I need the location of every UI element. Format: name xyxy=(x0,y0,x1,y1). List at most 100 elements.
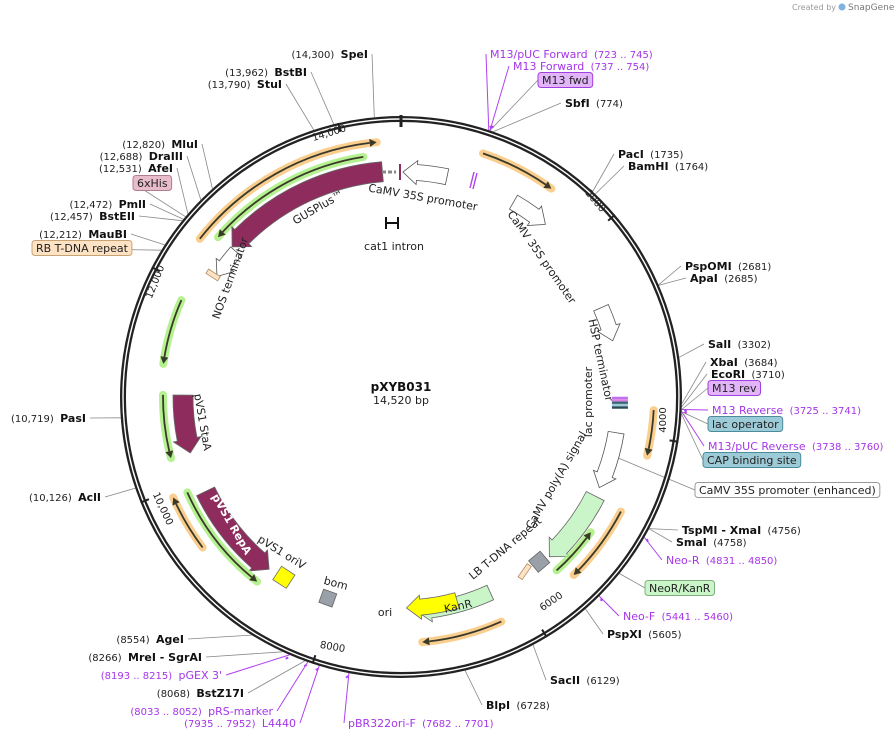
feature-bom[interactable] xyxy=(318,588,338,608)
feature-pvs1-staa[interactable] xyxy=(172,394,202,454)
enzyme-site-mlui[interactable]: (12,820) MluI xyxy=(122,138,198,151)
tick-mark xyxy=(669,439,679,443)
feature-pvs1-repa[interactable] xyxy=(196,486,270,572)
enzyme-site-tspmi-xmai[interactable]: TspMI - XmaI (4756) xyxy=(682,524,801,537)
feature-lac-region[interactable] xyxy=(611,406,628,409)
enzyme-site-draiii[interactable]: (12,688) DraIII xyxy=(100,150,183,163)
site-position: (7682 .. 7701) xyxy=(422,719,494,730)
feature-green-repa[interactable] xyxy=(183,488,262,586)
site-position: (5441 .. 5460) xyxy=(662,612,734,623)
primer-m13-puc-reverse[interactable]: M13/pUC Reverse (3738 .. 3760) xyxy=(708,440,883,453)
feature-orange-neo[interactable] xyxy=(569,507,625,579)
label-box xyxy=(537,72,594,88)
feature-lac-region[interactable] xyxy=(611,399,628,402)
enzyme-site-bamhi[interactable]: BamHI (1764) xyxy=(628,160,708,173)
feature-green-neo[interactable] xyxy=(552,528,595,575)
feature-camv-gray-box[interactable] xyxy=(528,550,551,573)
feature-cat1-intron[interactable] xyxy=(385,217,399,229)
site-position: (8266) xyxy=(88,653,121,664)
feature-box-6xhis[interactable]: 6xHis xyxy=(132,175,173,191)
feature-box-neor-kanr[interactable]: NeoR/KanR xyxy=(644,580,715,596)
enzyme-site-xbai[interactable]: XbaI (3684) xyxy=(710,356,778,369)
feature-lac-region[interactable] xyxy=(611,396,628,400)
feature-box-camv-35s-promoter-enhanced[interactable]: CaMV 35S promoter (enhanced) xyxy=(694,482,881,498)
site-label: (12,688) DraIII xyxy=(100,150,183,163)
feature-nos-terminator[interactable] xyxy=(215,246,242,278)
feature-green-top[interactable] xyxy=(214,152,368,242)
feature-box-rb-t-dna-repeat[interactable]: RB T-DNA repeat xyxy=(31,240,133,256)
tick-mark xyxy=(541,629,548,638)
leader-line xyxy=(681,411,709,425)
feature-label: LB T-DNA repeat xyxy=(467,514,545,583)
enzyme-site-acli[interactable]: (10,126) AclI xyxy=(29,491,101,504)
primer-neo-r[interactable]: Neo-R (4831 .. 4850) xyxy=(666,554,777,567)
enzyme-site-mrei-sgrai[interactable]: (8266) MreI - SgrAI xyxy=(88,651,202,664)
enzyme-site-agei[interactable]: (8554) AgeI xyxy=(116,633,184,646)
feature-green-left-upper[interactable] xyxy=(159,296,186,368)
leader-line xyxy=(130,233,165,246)
enzyme-site-pspomi[interactable]: PspOMI (2681) xyxy=(685,260,771,273)
feature-camv35s-2[interactable] xyxy=(508,194,546,226)
enzyme-site-stui[interactable]: (13,790) StuI xyxy=(208,78,282,91)
feature-lb-tdna-repeat[interactable] xyxy=(517,563,532,581)
primer-pgex-3[interactable]: (8193 .. 8215) pGEX 3' xyxy=(101,669,222,682)
enzyme-site-pmli[interactable]: (12,472) PmlI xyxy=(69,198,146,211)
primer-pbr322ori-f[interactable]: pBR322ori-F (7682 .. 7701) xyxy=(348,717,494,730)
enzyme-site-ecori[interactable]: EcoRI (3710) xyxy=(711,368,785,381)
feature-camv-polya[interactable] xyxy=(548,490,605,558)
leader-line xyxy=(489,65,510,131)
site-label: (12,472) PmlI xyxy=(69,198,146,211)
enzyme-site-sali[interactable]: SalI (3302) xyxy=(708,338,771,351)
primer-m13-puc-forward[interactable]: M13/pUC Forward (723 .. 745) xyxy=(490,48,653,61)
arrowhead-icon xyxy=(573,567,582,575)
enzyme-site-blpi[interactable]: BlpI (6728) xyxy=(486,699,550,712)
enzyme-site-paci[interactable]: PacI (1735) xyxy=(618,148,684,161)
enzyme-site-sacii[interactable]: SacII (6129) xyxy=(550,674,620,687)
label-text: RB T-DNA repeat xyxy=(36,242,129,255)
feature-box-lac-operator[interactable]: lac operator xyxy=(707,416,784,432)
site-label: Neo-F (5441 .. 5460) xyxy=(623,610,733,623)
feature-orange-right[interactable] xyxy=(479,149,556,193)
enzyme-site-pasi[interactable]: (10,719) PasI xyxy=(11,412,86,425)
feature-hsp-terminator[interactable] xyxy=(593,303,621,342)
feature-orange-top[interactable] xyxy=(195,138,381,243)
site-label: (12,820) MluI xyxy=(122,138,198,151)
enzyme-site-pspxi[interactable]: PspXI (5605) xyxy=(607,628,682,641)
feature-box-m13-fwd[interactable]: M13 fwd xyxy=(537,72,594,88)
site-label: PspOMI (2681) xyxy=(685,260,771,273)
feature-orange-4000[interactable] xyxy=(643,406,658,460)
enzyme-site-spei[interactable]: (14,300) SpeI xyxy=(291,48,368,61)
enzyme-site-bstz17i[interactable]: (8068) BstZ17I xyxy=(157,687,244,700)
enzyme-site-bsteii[interactable]: (12,457) BstEII xyxy=(50,210,135,223)
feature-green-staa[interactable] xyxy=(158,390,175,463)
site-position: (3302) xyxy=(738,340,771,351)
feature-box-cap-binding-site[interactable]: CAP binding site xyxy=(702,452,802,468)
enzyme-site-bstbi[interactable]: (13,962) BstBI xyxy=(225,66,307,79)
leader-line xyxy=(648,528,673,543)
feature-orange-bottom[interactable] xyxy=(418,617,506,647)
enzyme-site-maubi[interactable]: (12,212) MauBI xyxy=(39,228,127,241)
primer-prs-marker[interactable]: (8033 .. 8052) pRS-marker xyxy=(130,705,273,718)
feature-orange-left[interactable] xyxy=(169,493,207,552)
site-position: (737 .. 754) xyxy=(591,62,650,73)
feature-gusplus[interactable] xyxy=(231,161,384,248)
enzyme-site-apai[interactable]: ApaI (2685) xyxy=(690,272,758,285)
primer-m13-forward[interactable]: M13 Forward (737 .. 754) xyxy=(513,60,649,73)
feature-lac-region[interactable] xyxy=(611,403,628,407)
feature-pvs1-oriv[interactable] xyxy=(272,565,296,589)
site-label: PacI (1735) xyxy=(618,148,684,161)
enzyme-site-sbfi[interactable]: SbfI (774) xyxy=(565,97,623,110)
primer-m13-reverse[interactable]: M13 Reverse (3725 .. 3741) xyxy=(712,404,861,417)
feature-camv35s-enhanced[interactable] xyxy=(592,430,625,489)
primer-l4440[interactable]: (7935 .. 7952) L4440 xyxy=(184,717,296,730)
feature-box-m13-rev[interactable]: M13 rev xyxy=(707,380,761,396)
feature-ori[interactable] xyxy=(405,592,460,620)
feature-rb-tdna-repeat[interactable] xyxy=(205,268,221,282)
feature-lac-region[interactable] xyxy=(611,401,628,404)
primer-neo-f[interactable]: Neo-F (5441 .. 5460) xyxy=(623,610,733,623)
leader-line xyxy=(658,265,682,286)
feature-camv35s-1[interactable] xyxy=(402,159,450,186)
enzyme-site-afei[interactable]: (12,531) AfeI xyxy=(99,162,173,175)
enzyme-site-smai[interactable]: SmaI (4758) xyxy=(676,536,747,549)
